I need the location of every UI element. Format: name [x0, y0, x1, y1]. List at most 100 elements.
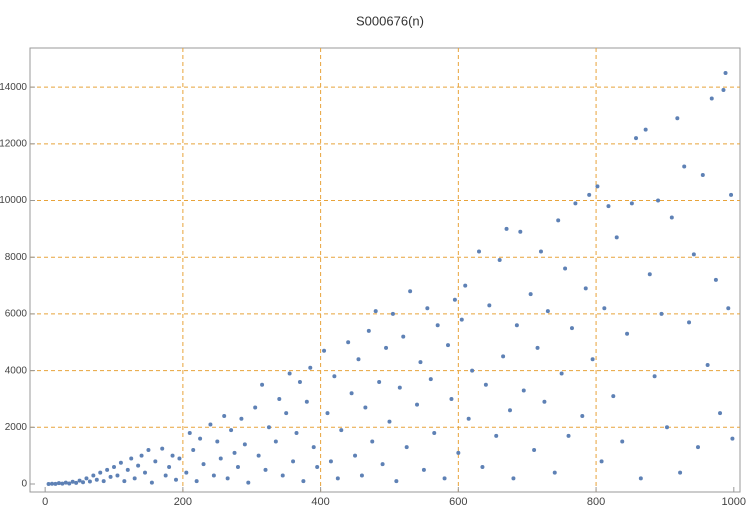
- point: [573, 201, 578, 206]
- point: [449, 396, 454, 401]
- point: [149, 480, 154, 485]
- point: [456, 450, 461, 455]
- x-tick-label: 200: [174, 496, 192, 508]
- point: [387, 419, 392, 424]
- point: [730, 436, 735, 441]
- point: [678, 470, 683, 475]
- point: [583, 286, 588, 291]
- point: [480, 464, 485, 469]
- point: [349, 391, 354, 396]
- point: [94, 477, 99, 482]
- point: [125, 467, 130, 472]
- y-tick-label: 4000: [5, 365, 28, 376]
- point: [297, 379, 302, 384]
- point: [538, 249, 543, 254]
- point: [643, 127, 648, 132]
- y-tick-label: 12000: [0, 138, 27, 149]
- chart-title: S000676(n): [356, 13, 424, 28]
- point: [291, 459, 296, 464]
- point: [552, 470, 557, 475]
- point: [232, 450, 237, 455]
- point: [566, 433, 571, 438]
- point: [729, 192, 734, 197]
- point: [700, 173, 705, 178]
- y-tick-label: 2000: [5, 422, 28, 433]
- point: [432, 430, 437, 435]
- point: [105, 467, 110, 472]
- point: [263, 467, 268, 472]
- point: [184, 470, 189, 475]
- point: [718, 411, 723, 416]
- point: [542, 399, 547, 404]
- point: [620, 439, 625, 444]
- y-tick-label: 10000: [0, 195, 27, 206]
- point: [122, 479, 127, 484]
- point: [167, 464, 172, 469]
- point: [163, 473, 168, 478]
- point: [602, 306, 607, 311]
- point: [425, 306, 430, 311]
- point: [528, 292, 533, 297]
- point: [634, 136, 639, 141]
- point: [153, 459, 158, 464]
- point: [222, 413, 227, 418]
- point: [518, 229, 523, 234]
- point: [590, 357, 595, 362]
- point: [442, 476, 447, 481]
- point: [559, 371, 564, 376]
- point: [284, 411, 289, 416]
- point: [160, 446, 165, 451]
- point: [483, 382, 488, 387]
- point: [294, 430, 299, 435]
- point: [556, 218, 561, 223]
- y-tick-label: 0: [21, 479, 27, 490]
- plot-frame: [29, 47, 741, 493]
- y-tick-label: 14000: [0, 82, 27, 93]
- point: [301, 479, 306, 484]
- point: [87, 479, 92, 484]
- point: [563, 266, 568, 271]
- point: [625, 331, 630, 336]
- point: [532, 447, 537, 452]
- point: [332, 374, 337, 379]
- point: [521, 388, 526, 393]
- point: [373, 309, 378, 314]
- point: [201, 462, 206, 467]
- point: [339, 428, 344, 433]
- point: [112, 464, 117, 469]
- point: [53, 481, 58, 486]
- point: [397, 385, 402, 390]
- point: [418, 360, 423, 365]
- point: [132, 476, 137, 481]
- point: [656, 198, 661, 203]
- point: [177, 456, 182, 461]
- point: [91, 473, 96, 478]
- point: [366, 328, 371, 333]
- point: [428, 377, 433, 382]
- point: [606, 204, 611, 209]
- point: [266, 425, 271, 430]
- point: [587, 192, 592, 197]
- x-tick-label: 600: [449, 496, 467, 508]
- point: [136, 463, 141, 468]
- point: [67, 481, 72, 486]
- point: [46, 482, 51, 487]
- point: [665, 425, 670, 430]
- point: [390, 311, 395, 316]
- point: [401, 334, 406, 339]
- point: [713, 277, 718, 282]
- point: [726, 306, 731, 311]
- point: [463, 283, 468, 288]
- point: [304, 399, 309, 404]
- point: [359, 473, 364, 478]
- point: [370, 439, 375, 444]
- point: [277, 396, 282, 401]
- point: [504, 226, 509, 231]
- point: [545, 309, 550, 314]
- point: [77, 478, 82, 483]
- point: [695, 445, 700, 450]
- point: [452, 297, 457, 302]
- y-tick-label: 6000: [5, 309, 28, 320]
- x-tick-label: 800: [587, 496, 605, 508]
- point: [287, 371, 292, 376]
